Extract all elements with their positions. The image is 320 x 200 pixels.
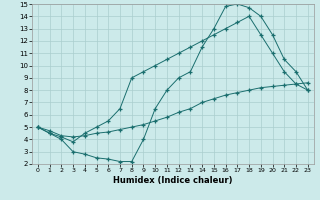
X-axis label: Humidex (Indice chaleur): Humidex (Indice chaleur) [113, 176, 233, 185]
